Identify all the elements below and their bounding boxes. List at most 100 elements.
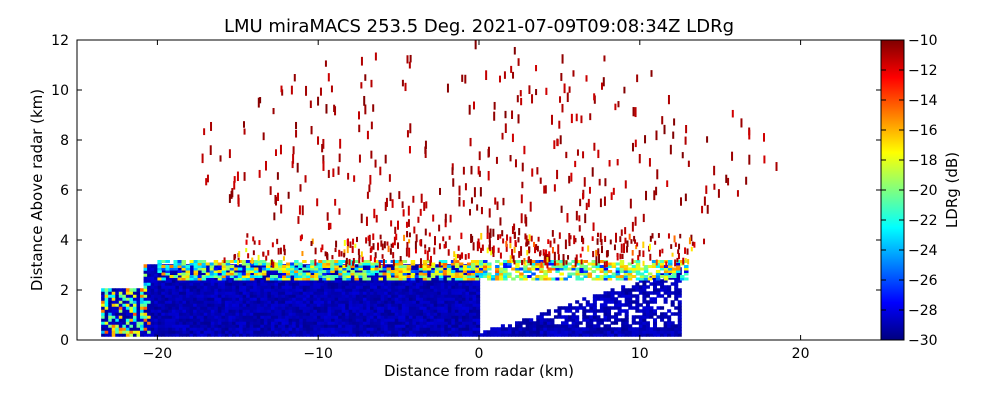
echo-cell xyxy=(663,285,668,289)
echo-cell xyxy=(154,267,159,271)
echo-cell xyxy=(292,321,297,325)
echo-cell xyxy=(242,303,247,307)
echo-cell xyxy=(549,240,552,248)
echo-cell xyxy=(263,276,268,280)
echo-cell xyxy=(596,330,601,334)
echo-cell xyxy=(129,330,134,334)
echo-cell xyxy=(599,318,604,322)
echo-cell xyxy=(444,303,449,307)
echo-cell xyxy=(684,247,687,254)
echo-cell xyxy=(256,300,261,304)
echo-cell xyxy=(653,190,656,201)
echo-cell xyxy=(108,324,113,328)
echo-cell xyxy=(387,318,392,322)
echo-cell xyxy=(263,291,268,295)
echo-cell xyxy=(101,318,106,322)
echo-cell xyxy=(518,333,523,337)
echo-cell xyxy=(599,265,605,268)
echo-cell xyxy=(384,282,389,286)
echo-cell xyxy=(164,333,169,337)
echo-cell xyxy=(295,285,300,289)
echo-cell xyxy=(477,166,480,175)
echo-cell xyxy=(451,327,456,331)
echo-cell xyxy=(458,306,463,310)
echo-cell xyxy=(369,333,375,337)
echo-cell xyxy=(666,180,669,187)
echo-cell xyxy=(398,291,403,295)
echo-cell xyxy=(154,327,159,331)
echo-cell xyxy=(465,321,470,325)
echo-cell xyxy=(578,225,581,232)
echo-cell xyxy=(197,275,203,278)
echo-cell xyxy=(309,312,314,316)
echo-cell xyxy=(196,324,201,328)
echo-cell xyxy=(398,324,403,328)
echo-cell xyxy=(235,282,240,286)
echo-cell xyxy=(583,265,589,268)
echo-cell xyxy=(499,275,504,278)
echo-cell xyxy=(559,277,564,281)
echo-cell xyxy=(306,300,311,304)
echo-cell xyxy=(672,131,675,139)
echo-cell xyxy=(645,327,650,331)
echo-cell xyxy=(674,259,677,267)
echo-cell xyxy=(309,291,314,295)
echo-cell xyxy=(663,300,668,304)
echo-cell xyxy=(402,265,408,268)
echo-cell xyxy=(296,162,299,173)
echo-cell xyxy=(373,294,378,298)
echo-cell xyxy=(326,277,331,281)
echo-cell xyxy=(345,330,350,334)
echo-cell xyxy=(430,306,435,310)
echo-cell xyxy=(402,277,408,281)
echo-cell xyxy=(621,330,626,334)
echo-cell xyxy=(273,267,279,271)
echo-cell xyxy=(232,282,237,286)
echo-cell xyxy=(373,333,378,337)
echo-cell xyxy=(499,262,504,266)
echo-cell xyxy=(264,160,267,171)
echo-cell xyxy=(589,309,594,313)
echo-cell xyxy=(334,330,339,334)
echo-cell xyxy=(228,312,233,316)
echo-cell xyxy=(628,333,633,337)
echo-cell xyxy=(490,327,495,331)
echo-cell xyxy=(398,262,404,266)
echo-cell xyxy=(639,277,645,281)
echo-cell xyxy=(663,277,669,281)
echo-cell xyxy=(667,321,672,325)
echo-cell xyxy=(122,309,127,313)
echo-cell xyxy=(281,279,286,283)
echo-cell xyxy=(575,277,580,281)
echo-cell xyxy=(426,270,431,274)
echo-cell xyxy=(322,138,325,149)
echo-cell xyxy=(355,291,360,295)
echo-cell xyxy=(316,291,321,295)
echo-cell xyxy=(217,300,222,304)
echo-cell xyxy=(647,277,653,281)
echo-cell xyxy=(175,303,180,307)
echo-cell xyxy=(454,285,459,289)
echo-cell xyxy=(245,270,251,273)
echo-cell xyxy=(267,300,272,304)
echo-cell xyxy=(430,294,435,298)
echo-cell xyxy=(178,309,183,313)
echo-cell xyxy=(380,240,383,247)
echo-cell xyxy=(585,309,590,313)
echo-cell xyxy=(550,321,555,325)
echo-cell xyxy=(193,277,199,281)
echo-cell xyxy=(256,309,261,313)
echo-cell xyxy=(578,330,583,334)
echo-cell xyxy=(405,303,410,307)
echo-cell xyxy=(444,300,449,304)
echo-cell xyxy=(598,253,601,264)
echo-cell xyxy=(143,303,148,307)
echo-cell xyxy=(232,321,237,325)
echo-cell xyxy=(394,327,399,331)
echo-cell xyxy=(362,309,367,313)
echo-cell xyxy=(458,294,463,298)
echo-cell xyxy=(239,330,244,334)
echo-cell xyxy=(546,309,551,313)
echo-cell xyxy=(575,113,578,122)
echo-cell xyxy=(433,291,438,295)
